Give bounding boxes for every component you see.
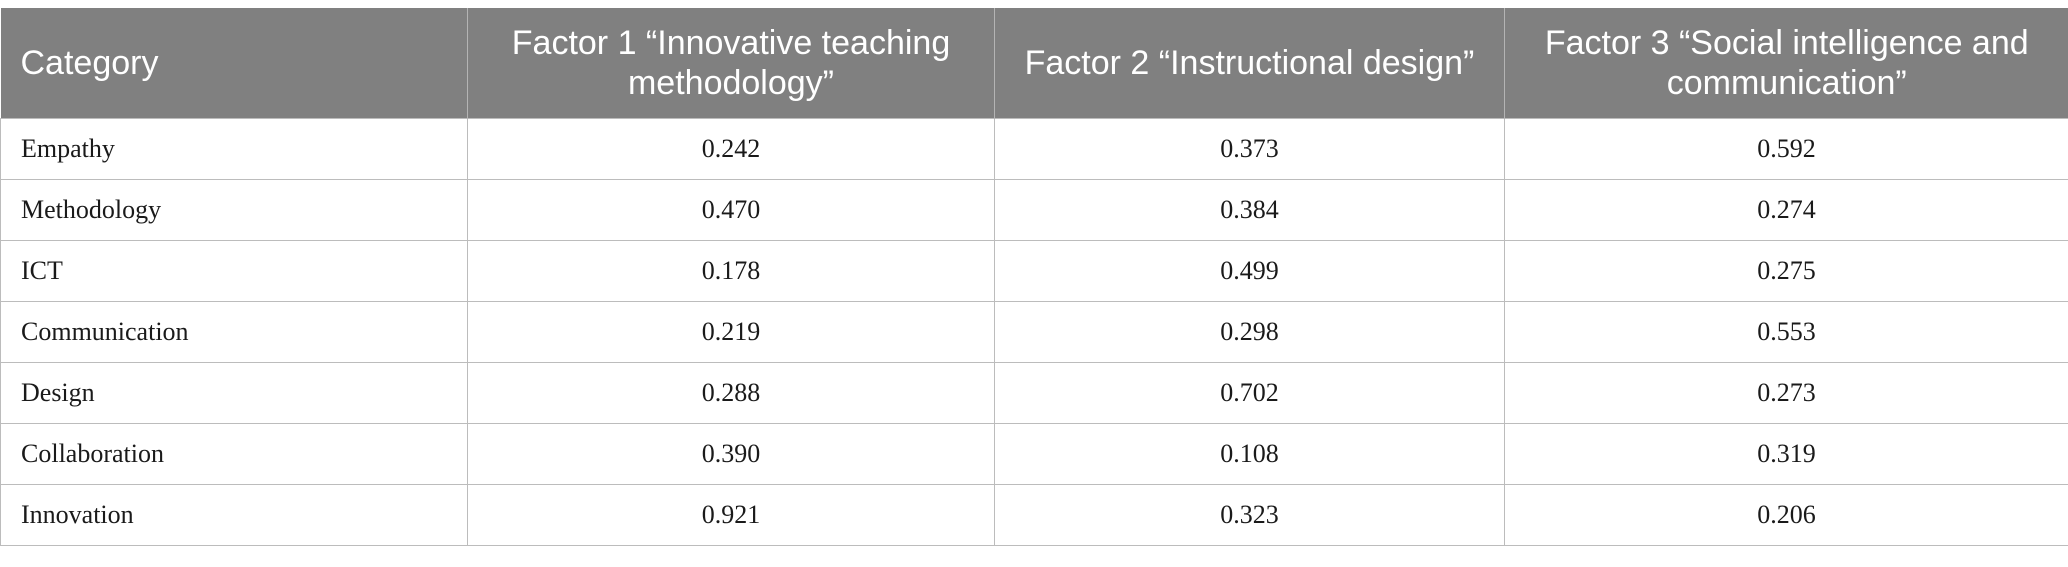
factor-1-cell: 0.178 <box>467 239 995 302</box>
factor-3-cell: 0.553 <box>1504 300 2068 363</box>
factor-3-cell: 0.273 <box>1504 361 2068 424</box>
header-category: Category <box>0 8 468 118</box>
factor-2-cell: 0.499 <box>994 239 1505 302</box>
factor-1-cell: 0.390 <box>467 422 995 485</box>
factor-2-cell: 0.108 <box>994 422 1505 485</box>
factor-2-cell: 0.298 <box>994 300 1505 363</box>
factor-1-cell: 0.219 <box>467 300 995 363</box>
row-category-cell: Communication <box>0 300 468 363</box>
row-category-cell: ICT <box>0 239 468 302</box>
table-row: ICT 0.178 0.499 0.275 <box>0 239 2068 302</box>
factor-2-cell: 0.702 <box>994 361 1505 424</box>
factor-loadings-table: Category Factor 1 “Innovative teaching m… <box>0 8 2068 546</box>
row-category-cell: Collaboration <box>0 422 468 485</box>
row-category-cell: Design <box>0 361 468 424</box>
row-category-cell: Empathy <box>0 117 468 180</box>
factor-2-cell: 0.384 <box>994 178 1505 241</box>
factor-1-cell: 0.921 <box>467 483 995 546</box>
factor-1-cell: 0.288 <box>467 361 995 424</box>
table-header: Category Factor 1 “Innovative teaching m… <box>0 8 2068 118</box>
header-factor-2: Factor 2 “Instructional design” <box>994 8 1505 118</box>
header-factor-1: Factor 1 “Innovative teaching methodolog… <box>467 8 995 118</box>
table-row: Empathy 0.242 0.373 0.592 <box>0 117 2068 180</box>
factor-loadings-table-container: Category Factor 1 “Innovative teaching m… <box>0 8 2068 546</box>
factor-3-cell: 0.592 <box>1504 117 2068 180</box>
factor-3-cell: 0.275 <box>1504 239 2068 302</box>
table-row: Design 0.288 0.702 0.273 <box>0 361 2068 424</box>
factor-2-cell: 0.373 <box>994 117 1505 180</box>
table-row: Methodology 0.470 0.384 0.274 <box>0 178 2068 241</box>
factor-1-cell: 0.242 <box>467 117 995 180</box>
row-category-cell: Innovation <box>0 483 468 546</box>
header-row: Category Factor 1 “Innovative teaching m… <box>0 8 2068 118</box>
header-factor-3: Factor 3 “Social intelligence and commun… <box>1504 8 2068 118</box>
factor-1-cell: 0.470 <box>467 178 995 241</box>
table-row: Innovation 0.921 0.323 0.206 <box>0 483 2068 546</box>
table-row: Collaboration 0.390 0.108 0.319 <box>0 422 2068 485</box>
factor-3-cell: 0.319 <box>1504 422 2068 485</box>
row-category-cell: Methodology <box>0 178 468 241</box>
factor-3-cell: 0.274 <box>1504 178 2068 241</box>
table-body: Empathy 0.242 0.373 0.592 Methodology 0.… <box>0 117 2068 546</box>
factor-3-cell: 0.206 <box>1504 483 2068 546</box>
factor-2-cell: 0.323 <box>994 483 1505 546</box>
table-row: Communication 0.219 0.298 0.553 <box>0 300 2068 363</box>
